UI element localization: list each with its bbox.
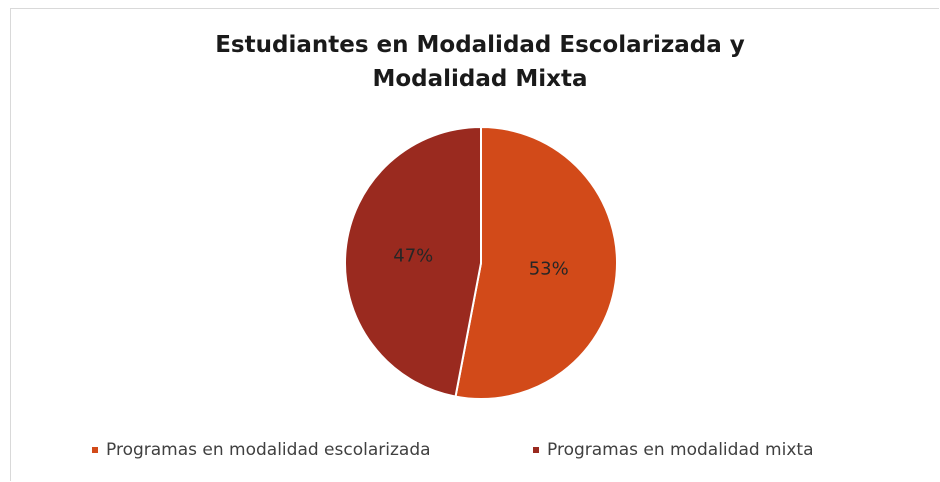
- data-label: 53%: [529, 258, 569, 279]
- pie-slice: [454, 125, 618, 400]
- legend-swatch: [92, 447, 98, 453]
- legend-label: Programas en modalidad escolarizada: [106, 440, 431, 460]
- chart-frame: [10, 8, 939, 481]
- data-label: 47%: [393, 246, 433, 267]
- chart-title: Estudiantes en Modalidad Escolarizada y …: [215, 32, 745, 92]
- legend-swatch: [533, 447, 539, 453]
- pie-slice: [344, 125, 482, 398]
- legend-label: Programas en modalidad mixta: [547, 440, 814, 460]
